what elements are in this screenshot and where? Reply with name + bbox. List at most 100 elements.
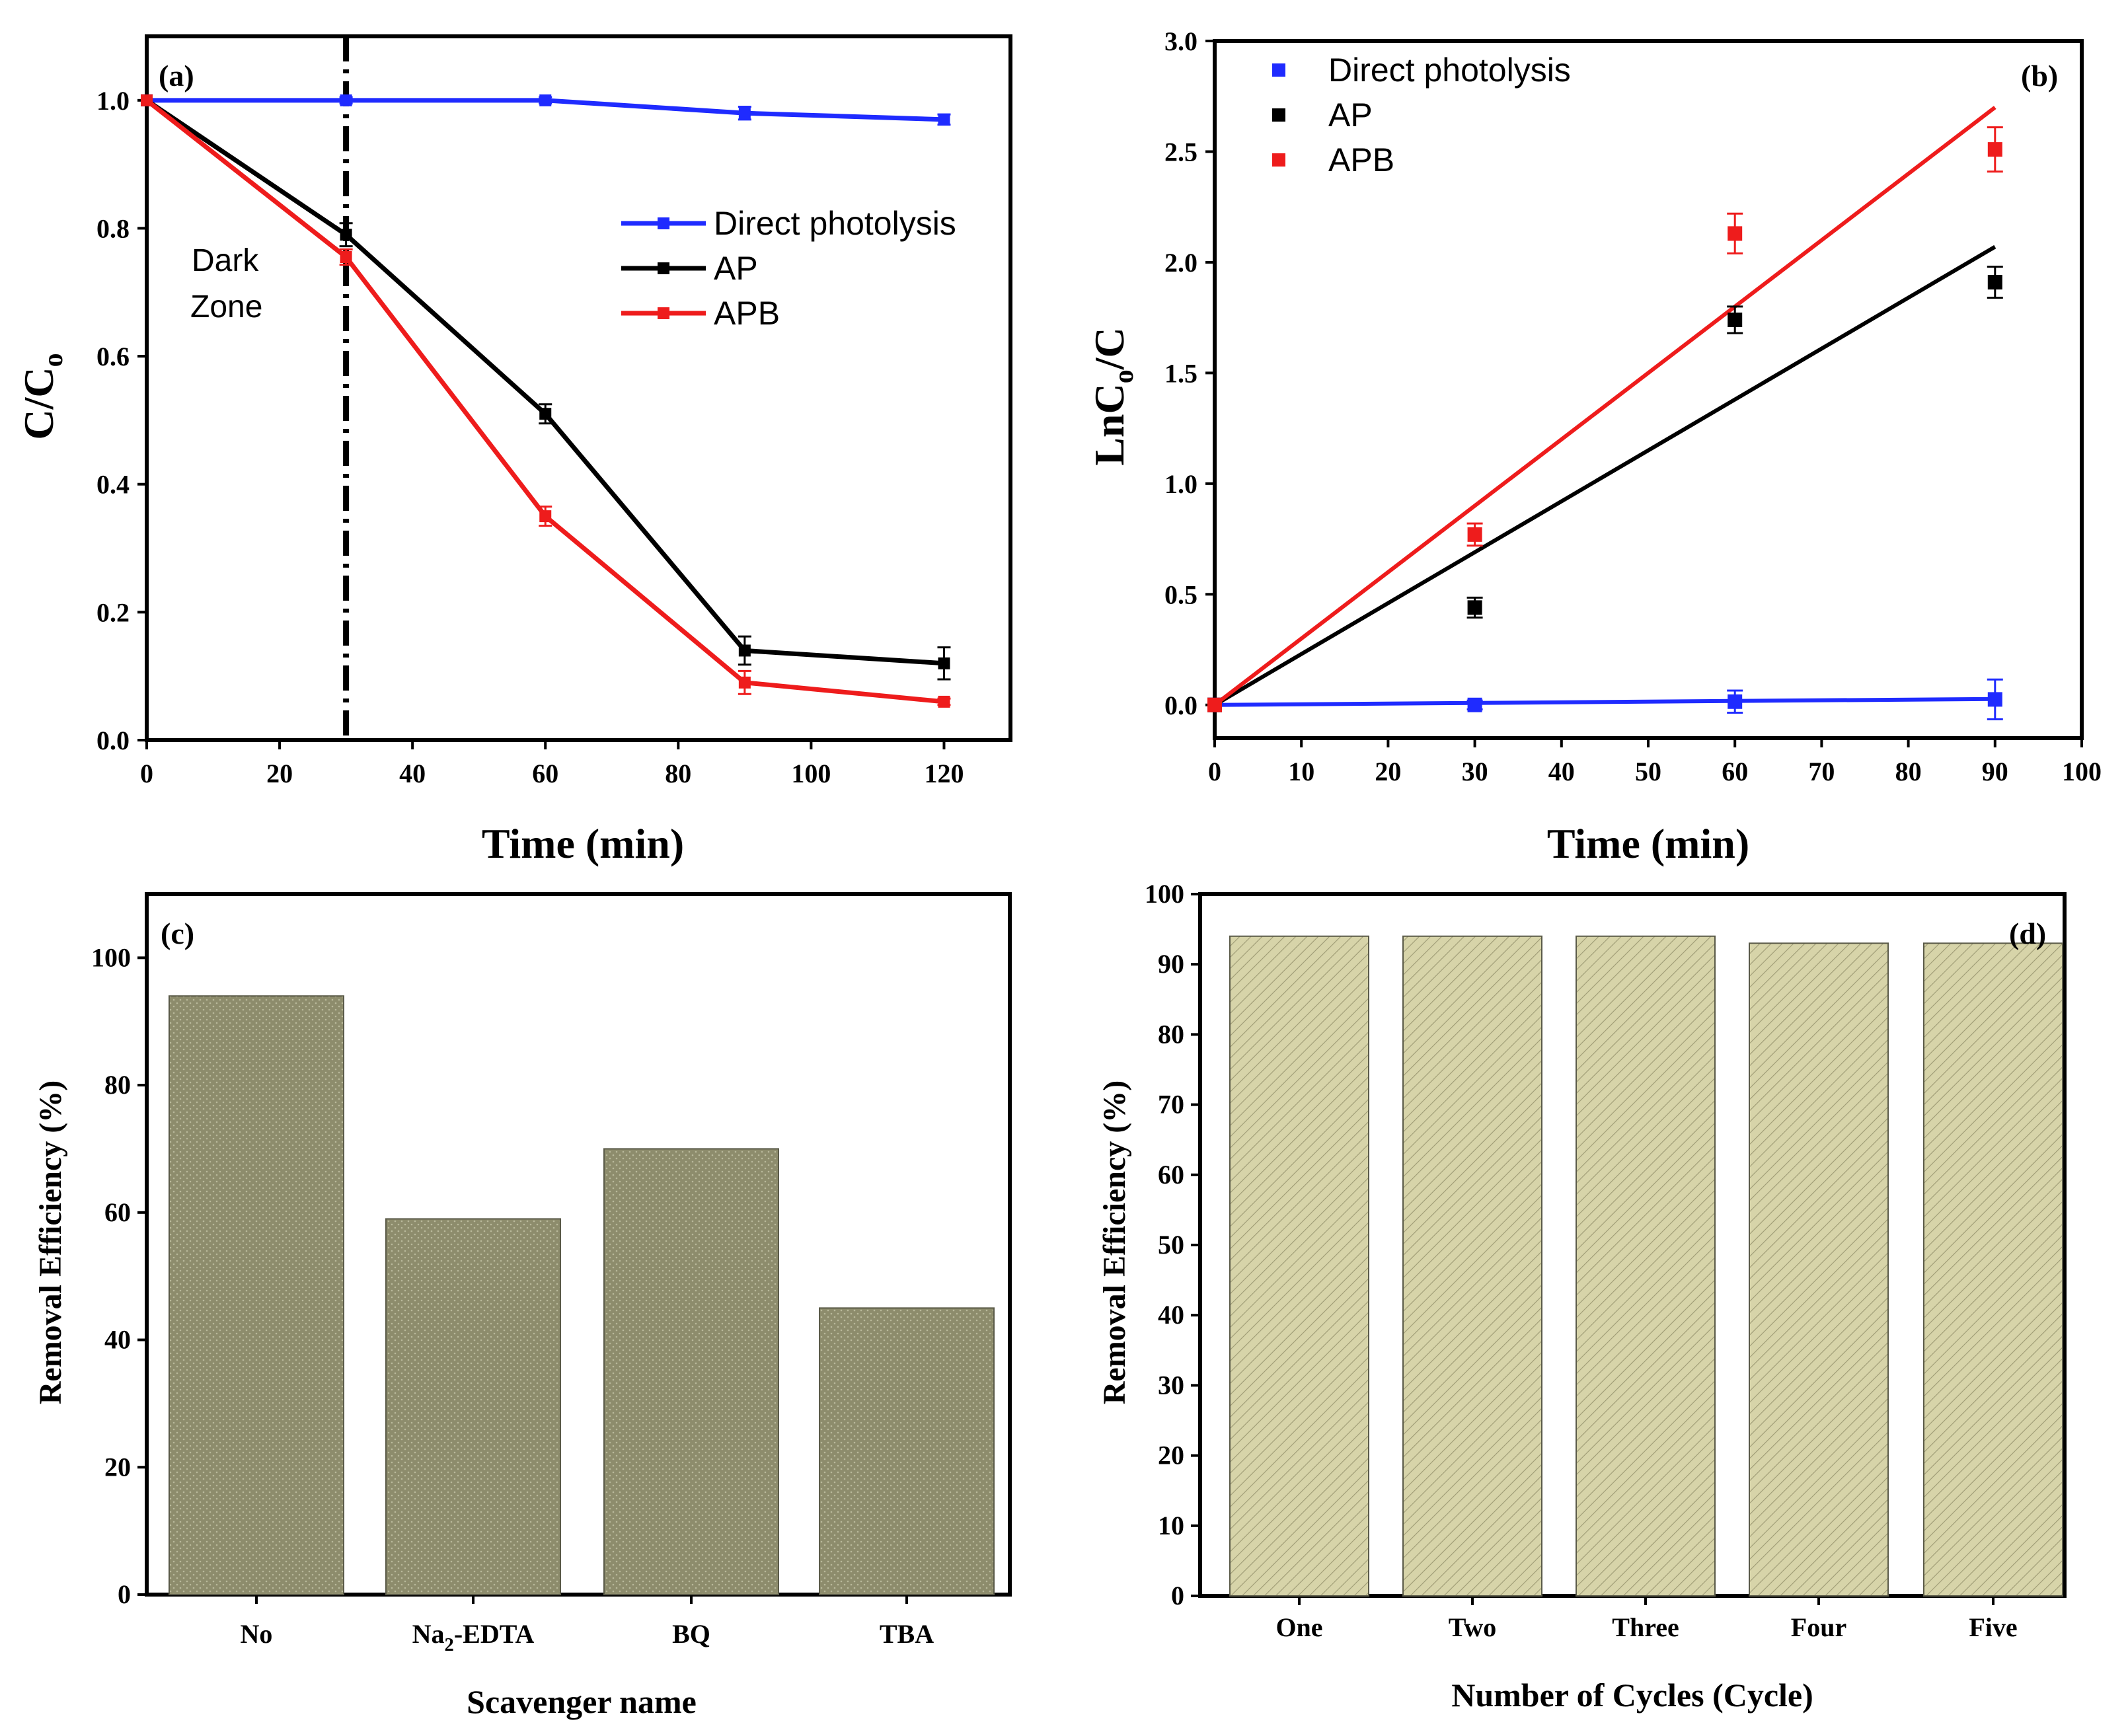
panel-a-x-axis-title: Time (min) bbox=[482, 820, 684, 867]
data-point bbox=[738, 644, 751, 657]
data-point bbox=[1467, 697, 1482, 712]
x-tick-label: 40 bbox=[1548, 757, 1575, 786]
y-tick-label: 1.0 bbox=[96, 86, 130, 116]
y-tick-label: 0.4 bbox=[96, 470, 130, 500]
data-point bbox=[539, 510, 552, 523]
y-tick-label: 0.5 bbox=[1164, 580, 1197, 609]
bar-na2-edta bbox=[385, 1218, 561, 1596]
x-tick-label: Na2-EDTA bbox=[412, 1619, 535, 1655]
y-tick-label: 0.0 bbox=[1164, 691, 1197, 720]
panel-d-bar-chart: 0 10 20 30 40 50 60 70 80 90 100 One Two Three Four Fiv… bbox=[1097, 879, 2067, 1714]
fit-line-ap bbox=[1213, 245, 1996, 707]
panel-a-marks bbox=[141, 36, 951, 740]
y-tick-label: 3.0 bbox=[1164, 26, 1197, 56]
x-tick-label: 60 bbox=[532, 759, 558, 788]
panel-a-legend: Direct photolysis AP APB bbox=[621, 205, 956, 332]
bar-two bbox=[1402, 935, 1542, 1597]
y-tick-label: 70 bbox=[1158, 1090, 1184, 1119]
x-tick-label: 80 bbox=[1895, 757, 1922, 786]
data-point bbox=[738, 676, 751, 689]
bar-three bbox=[1576, 935, 1716, 1597]
data-point bbox=[141, 94, 153, 106]
x-tick-label: 100 bbox=[2062, 757, 2102, 786]
x-tick-label-main: No bbox=[241, 1619, 273, 1649]
panel-b-y-axis-title-sub: o bbox=[1109, 369, 1139, 383]
series-line-apb bbox=[145, 98, 944, 704]
data-point bbox=[938, 113, 950, 126]
data-point bbox=[1207, 697, 1222, 712]
x-tick-label: 20 bbox=[1375, 757, 1401, 786]
legend-label: AP bbox=[1328, 96, 1373, 133]
x-tick-label: 70 bbox=[1808, 757, 1835, 786]
legend-marker bbox=[658, 262, 669, 274]
panel-b-y-axis-title-base: LnC bbox=[1086, 383, 1133, 466]
panel-b-label: (b) bbox=[2021, 59, 2058, 93]
data-point bbox=[1728, 313, 1743, 327]
panel-a-line-chart: 0 20 40 60 80 100 120 0.0 0.2 0.4 0.6 0.8 1.0 (a) Da… bbox=[15, 34, 1012, 867]
legend-label: Direct photolysis bbox=[1328, 52, 1571, 89]
x-tick-label: 60 bbox=[1722, 757, 1748, 786]
legend-label: AP bbox=[714, 250, 758, 287]
panel-a-label: (a) bbox=[159, 59, 194, 93]
panel-a-frame bbox=[145, 34, 1012, 742]
x-tick-label: TBA bbox=[880, 1619, 934, 1649]
bar-four bbox=[1749, 942, 1889, 1597]
x-tick-label: 40 bbox=[399, 759, 426, 788]
x-tick-label-main: Na bbox=[412, 1619, 445, 1649]
panel-c-x-axis-title: Scavenger name bbox=[467, 1683, 697, 1720]
y-tick-label: 100 bbox=[91, 942, 131, 972]
panel-c-label: (c) bbox=[161, 917, 194, 950]
panel-d-y-axis-title: Removal Efficiency (%) bbox=[1097, 1080, 1132, 1405]
data-point bbox=[539, 408, 552, 420]
panel-b-ticks: 0 10 20 30 40 50 60 70 80 90 100 0.0 0.5 1.0 1.5 2.0 2.5… bbox=[1164, 26, 2102, 786]
y-tick-label: 0 bbox=[1171, 1581, 1184, 1610]
x-tick-label: 0 bbox=[140, 759, 153, 788]
legend-label: APB bbox=[714, 295, 780, 332]
panel-b-legend: Direct photolysis AP APB bbox=[1272, 52, 1571, 178]
fit-line-apb bbox=[1213, 106, 1996, 707]
y-tick-label: 50 bbox=[1158, 1230, 1184, 1260]
panel-d-label: (d) bbox=[2009, 917, 2046, 950]
x-tick-label: One bbox=[1275, 1612, 1322, 1642]
fit-line-direct-photolysis bbox=[1214, 697, 1995, 707]
x-tick-label: 90 bbox=[1982, 757, 2008, 786]
y-tick-label: 100 bbox=[1145, 879, 1184, 909]
bar-one bbox=[1229, 935, 1369, 1597]
panel-d-x-axis-title: Number of Cycles (Cycle) bbox=[1451, 1677, 1813, 1714]
panel-c-y-axis-title: Removal Efficiency (%) bbox=[33, 1080, 68, 1405]
panel-b-y-axis-title: LnCo/C bbox=[1086, 327, 1139, 466]
data-point bbox=[1467, 600, 1482, 615]
panel-c-marks bbox=[169, 995, 995, 1596]
legend-marker bbox=[1272, 63, 1285, 77]
panel-d-ticks: 0 10 20 30 40 50 60 70 80 90 100 One Two Three Four Fiv… bbox=[1145, 879, 2018, 1642]
data-point bbox=[938, 657, 950, 669]
y-tick-label: 1.5 bbox=[1164, 358, 1197, 388]
y-tick-label: 0.0 bbox=[96, 726, 130, 755]
y-tick-label: 0.2 bbox=[96, 597, 130, 627]
panel-b-y-axis-title-tail: /C bbox=[1086, 327, 1133, 370]
data-point bbox=[340, 229, 352, 241]
dark-zone-label-line1: Dark bbox=[192, 243, 259, 278]
bar-no bbox=[169, 995, 344, 1595]
panel-c-bar-chart: 0 20 40 60 80 100 No Na2-EDTA BQ TBA (c) Scavenge… bbox=[33, 892, 1012, 1720]
panel-d-marks bbox=[1229, 935, 2063, 1597]
x-tick-label: 80 bbox=[665, 759, 691, 788]
panel-c-frame bbox=[145, 892, 1012, 1597]
data-point bbox=[1728, 226, 1743, 241]
x-tick-label: 100 bbox=[791, 759, 831, 788]
y-tick-label: 80 bbox=[104, 1070, 131, 1100]
panel-b-scatter-chart: 0 10 20 30 40 50 60 70 80 90 100 0.0 0.5 1.0 1.5 2.0 2.5… bbox=[1086, 26, 2102, 867]
x-tick-label: 20 bbox=[266, 759, 293, 788]
x-tick-label-main: TBA bbox=[880, 1619, 934, 1649]
y-tick-label: 0.8 bbox=[96, 213, 130, 243]
bar-five bbox=[1923, 942, 2063, 1597]
data-point bbox=[539, 94, 552, 106]
x-tick-label-tail: -EDTA bbox=[454, 1619, 535, 1649]
x-tick-label: Four bbox=[1791, 1612, 1846, 1642]
y-tick-label: 2.5 bbox=[1164, 137, 1197, 167]
data-point bbox=[1987, 275, 2002, 290]
bar-tba bbox=[819, 1307, 995, 1595]
data-point bbox=[938, 695, 950, 708]
x-tick-label: Five bbox=[1969, 1612, 2017, 1642]
